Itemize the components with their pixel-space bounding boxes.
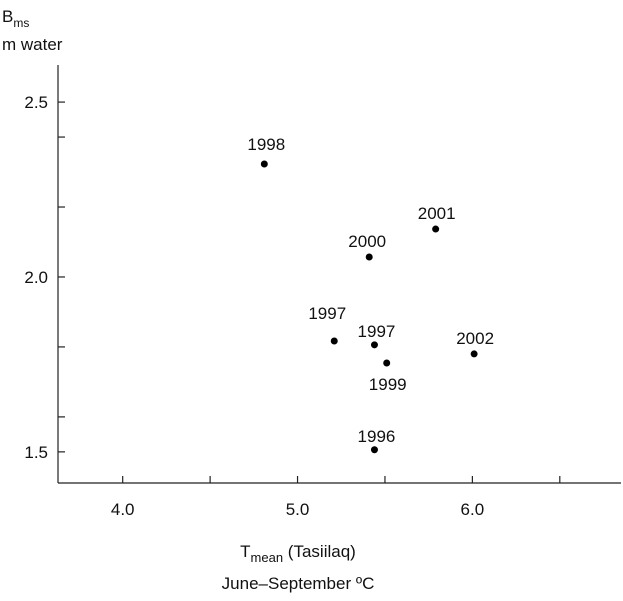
x-tick-label: 6.0: [461, 500, 485, 519]
x-subscript: mean: [251, 550, 284, 565]
y-tick-label: 2.5: [24, 93, 48, 112]
x-tick-label: 4.0: [111, 500, 135, 519]
point-label: 2002: [456, 329, 494, 348]
y-axis-unit: m water: [2, 35, 63, 54]
y-tick-label: 2.0: [24, 268, 48, 287]
point: [330, 337, 338, 345]
point-label: 2001: [418, 204, 456, 223]
point: [370, 341, 378, 349]
y-axis-label: Bms: [2, 7, 29, 30]
x-axis-label: Tmean (Tasiilaq): [240, 542, 356, 565]
point-label: 1999: [369, 375, 407, 394]
x-tick-label: 5.0: [286, 500, 310, 519]
y-subscript: ms: [13, 16, 29, 30]
x-label-rest: (Tasiilaq): [283, 542, 356, 561]
point-label: 2000: [348, 232, 386, 251]
y-symbol: B: [2, 7, 13, 26]
point-label: 1998: [247, 135, 285, 154]
point-label: 1997: [308, 304, 346, 323]
y-tick-label: 1.5: [24, 443, 48, 462]
point: [365, 253, 373, 261]
point: [370, 446, 378, 454]
point-label: 1997: [358, 322, 396, 341]
point: [260, 160, 268, 168]
point: [432, 225, 440, 233]
x-axis-unit: June–September ºC: [222, 574, 375, 593]
point: [383, 359, 391, 367]
x-symbol: T: [240, 542, 250, 561]
point-label: 1996: [358, 427, 396, 446]
point: [470, 350, 478, 358]
